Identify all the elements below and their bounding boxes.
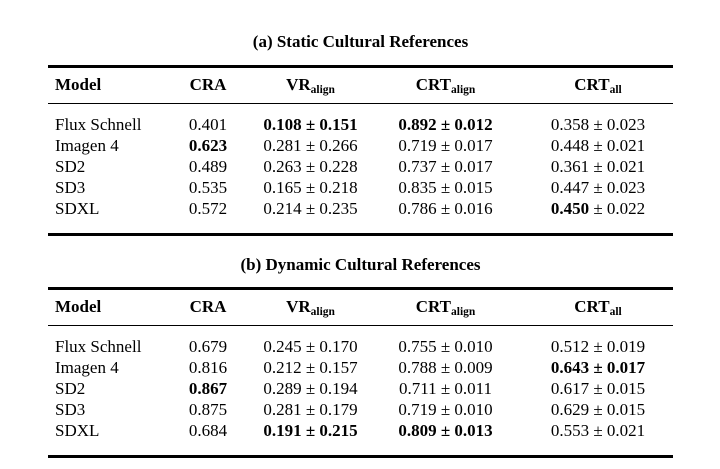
col-header-crt-align: CRTalign xyxy=(368,66,523,104)
table-a-caption: (a) Static Cultural References xyxy=(252,32,469,51)
table-row: SD3 0.875 0.281 ± 0.179 0.719 ± 0.010 0.… xyxy=(48,399,673,420)
vr-align-cell: 0.108 ± 0.151 xyxy=(263,115,358,134)
vr-align-cell: 0.212 ± 0.157 xyxy=(263,358,358,377)
crt-all-cell: 0.361 ± 0.021 xyxy=(550,157,646,176)
crt-all-subscript: all xyxy=(609,306,622,318)
model-cell: SD3 xyxy=(55,178,86,197)
col-header-cra: CRA xyxy=(163,66,253,104)
model-cell: Imagen 4 xyxy=(55,358,119,377)
vr-align-cell: 0.214 ± 0.235 xyxy=(263,199,358,218)
crt-align-subscript: align xyxy=(451,306,476,318)
table-row: SDXL 0.572 0.214 ± 0.235 0.786 ± 0.016 0… xyxy=(48,198,673,235)
crt-all-cell: 0.358 ± 0.023 xyxy=(550,115,646,134)
vr-label: VR xyxy=(286,297,311,316)
crt-align-cell: 0.719 ± 0.017 xyxy=(398,136,493,155)
crt-all-cell: 0.617 ± 0.015 xyxy=(550,379,646,398)
table-b-header-row: Model CRA VRalign CRTalign CRTall xyxy=(48,288,673,326)
model-cell: SD3 xyxy=(55,400,86,419)
table-b-dynamic-cultural-references: Model CRA VRalign CRTalign CRTall Flux S… xyxy=(48,287,673,458)
cra-cell: 0.875 xyxy=(188,400,228,419)
vr-align-cell: 0.191 ± 0.215 xyxy=(263,421,358,440)
model-cell: SD2 xyxy=(55,379,86,398)
vr-label: VR xyxy=(286,75,311,94)
model-cell: Flux Schnell xyxy=(55,337,142,356)
col-header-vr-align: VRalign xyxy=(253,288,368,326)
crt-align-subscript: align xyxy=(451,84,476,96)
crt-all-cell: 0.643 ± 0.017 xyxy=(550,358,646,377)
crt-align-cell: 0.711 ± 0.011 xyxy=(398,379,493,398)
table-row: Imagen 4 0.623 0.281 ± 0.266 0.719 ± 0.0… xyxy=(48,135,673,156)
vr-align-cell: 0.281 ± 0.179 xyxy=(263,400,358,419)
crt-align-cell: 0.788 ± 0.009 xyxy=(398,358,493,377)
table-b-caption: (b) Dynamic Cultural References xyxy=(240,255,481,274)
col-header-cra: CRA xyxy=(163,288,253,326)
col-header-crt-align: CRTalign xyxy=(368,288,523,326)
crt-align-cell: 0.786 ± 0.016 xyxy=(398,199,493,218)
table-a-static-cultural-references: Model CRA VRalign CRTalign CRTall Flux S… xyxy=(48,65,673,236)
vr-align-cell: 0.289 ± 0.194 xyxy=(263,379,358,398)
crt-all-cell: 0.553 ± 0.021 xyxy=(550,421,646,440)
col-header-crt-all: CRTall xyxy=(523,66,673,104)
col-header-model: Model xyxy=(48,288,163,326)
table-row: SDXL 0.684 0.191 ± 0.215 0.809 ± 0.013 0… xyxy=(48,420,673,457)
table-a-header-row: Model CRA VRalign CRTalign CRTall xyxy=(48,66,673,104)
vr-subscript: align xyxy=(310,306,335,318)
vr-subscript: align xyxy=(310,84,335,96)
cra-cell: 0.401 xyxy=(188,115,228,134)
crt-align-label: CRT xyxy=(415,75,451,94)
crt-all-cell: 0.447 ± 0.023 xyxy=(550,178,646,197)
crt-all-label: CRT xyxy=(574,297,610,316)
cra-cell: 0.489 xyxy=(188,157,228,176)
crt-all-subscript: all xyxy=(609,84,622,96)
cra-cell: 0.684 xyxy=(188,421,228,440)
crt-align-cell: 0.835 ± 0.015 xyxy=(398,178,493,197)
col-header-crt-all: CRTall xyxy=(523,288,673,326)
model-cell: SD2 xyxy=(55,157,86,176)
cra-cell: 0.816 xyxy=(188,358,228,377)
vr-align-cell: 0.165 ± 0.218 xyxy=(263,178,358,197)
table-row: Flux Schnell 0.679 0.245 ± 0.170 0.755 ±… xyxy=(48,326,673,358)
crt-align-cell: 0.755 ± 0.010 xyxy=(398,337,493,356)
table-row: Imagen 4 0.816 0.212 ± 0.157 0.788 ± 0.0… xyxy=(48,357,673,378)
table-row: SD2 0.867 0.289 ± 0.194 0.711 ± 0.011 0.… xyxy=(48,378,673,399)
model-cell: Flux Schnell xyxy=(55,115,142,134)
model-cell: SDXL xyxy=(55,199,100,218)
crt-all-cell: 0.629 ± 0.015 xyxy=(550,400,646,419)
crt-align-cell: 0.737 ± 0.017 xyxy=(398,157,493,176)
table-row: SD3 0.535 0.165 ± 0.218 0.835 ± 0.015 0.… xyxy=(48,177,673,198)
vr-align-cell: 0.263 ± 0.228 xyxy=(263,157,358,176)
cra-cell: 0.867 xyxy=(188,379,228,398)
crt-all-cell: 0.512 ± 0.019 xyxy=(550,337,646,356)
vr-align-cell: 0.281 ± 0.266 xyxy=(263,136,358,155)
crt-all-cell: 0.448 ± 0.021 xyxy=(550,136,646,155)
crt-all-label: CRT xyxy=(574,75,610,94)
model-cell: Imagen 4 xyxy=(55,136,119,155)
cra-cell: 0.535 xyxy=(188,178,228,197)
table-row: Flux Schnell 0.401 0.108 ± 0.151 0.892 ±… xyxy=(48,104,673,136)
crt-align-cell: 0.892 ± 0.012 xyxy=(398,115,493,134)
crt-align-cell: 0.719 ± 0.010 xyxy=(398,400,493,419)
table-row: SD2 0.489 0.263 ± 0.228 0.737 ± 0.017 0.… xyxy=(48,156,673,177)
col-header-vr-align: VRalign xyxy=(253,66,368,104)
model-cell: SDXL xyxy=(55,421,100,440)
cra-cell: 0.623 xyxy=(188,136,228,155)
paper-tables-sheet: (a) Static Cultural References Model CRA… xyxy=(48,0,673,458)
cra-cell: 0.572 xyxy=(188,199,228,218)
cra-cell: 0.679 xyxy=(188,337,228,356)
crt-align-cell: 0.809 ± 0.013 xyxy=(398,421,493,440)
crt-align-label: CRT xyxy=(415,297,451,316)
vr-align-cell: 0.245 ± 0.170 xyxy=(263,337,358,356)
crt-all-cell: 0.450 ± 0.022 xyxy=(550,199,646,218)
col-header-model: Model xyxy=(48,66,163,104)
